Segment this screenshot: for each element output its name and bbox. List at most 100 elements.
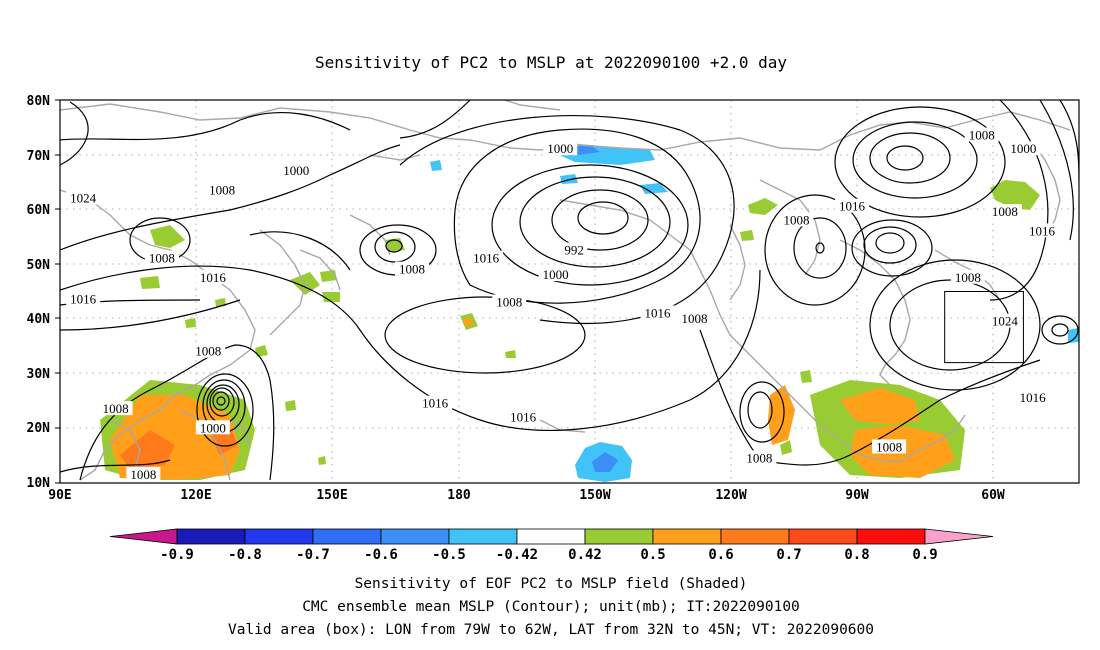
colorbar: -0.9 -0.8 -0.7 -0.6 -0.5 -0.42 0.42 0.5 0.6 0.7 0.… bbox=[109, 528, 994, 563]
contour-label: 1008 bbox=[195, 344, 221, 359]
contour-label-background bbox=[987, 204, 1022, 219]
lon-label: 120W bbox=[715, 488, 746, 503]
shade-green-mexico-coast bbox=[780, 440, 792, 455]
contour-label: 1000 bbox=[543, 267, 569, 282]
contour-label: 1016 bbox=[422, 396, 449, 411]
shade-orange-central-america bbox=[840, 388, 920, 425]
lon-label: 150E bbox=[316, 488, 347, 503]
shade-green-mexico bbox=[740, 230, 754, 241]
map-frame bbox=[59, 99, 1080, 484]
shade-green-mexico-2 bbox=[800, 370, 812, 383]
contour-label: 1008 bbox=[969, 128, 995, 143]
contour-label: 1016 bbox=[510, 409, 537, 424]
colorbar-tick-label: -0.42 bbox=[496, 547, 538, 563]
contour-label-background bbox=[835, 198, 870, 213]
contour-label: 1024 bbox=[70, 190, 97, 205]
contour-label-background bbox=[543, 141, 578, 156]
lat-label: 60N bbox=[27, 203, 51, 218]
shade-green-japan-2 bbox=[320, 270, 337, 282]
contour-label-background bbox=[195, 269, 230, 284]
latitude-axis: 80N 70N 60N 50N 40N 30N 20N 10N bbox=[27, 94, 51, 491]
shade-green-china bbox=[150, 225, 185, 248]
colorbar-segment bbox=[244, 528, 314, 545]
contour-label: 1000 bbox=[283, 163, 309, 178]
colorbar-tick-label: 0.5 bbox=[640, 547, 665, 563]
shade-green-east-asia bbox=[255, 345, 268, 357]
colorbar-tick-label: 0.8 bbox=[844, 547, 869, 563]
colorbar-tick-label: 0.7 bbox=[776, 547, 801, 563]
colorbar-tick-label: -0.8 bbox=[228, 547, 262, 563]
contour-label-background bbox=[506, 409, 541, 424]
contour-label-background bbox=[469, 250, 504, 265]
shade-green-japan-3 bbox=[322, 292, 340, 302]
contour-label: 1008 bbox=[992, 204, 1018, 219]
contour-label-background bbox=[872, 439, 907, 454]
shade-darkorange-west-pacific bbox=[120, 430, 175, 470]
contour-label: 1000 bbox=[547, 141, 573, 156]
lon-label: 90E bbox=[48, 488, 71, 503]
contour-label-background bbox=[205, 182, 240, 197]
lat-label: 30N bbox=[27, 367, 51, 382]
contour-label: 1008 bbox=[682, 311, 708, 326]
colorbar-max-arrow bbox=[924, 528, 994, 545]
shade-blue-siberia-3 bbox=[640, 183, 668, 194]
lat-label: 20N bbox=[27, 421, 51, 436]
contour-label-background bbox=[1024, 223, 1059, 238]
contour-label: 1008 bbox=[955, 270, 981, 285]
contour-label-background bbox=[561, 242, 588, 257]
map-title: Sensitivity of PC2 to MSLP at 2022090100… bbox=[315, 53, 787, 72]
longitude-axis: 90E 120E 150E 180 150W 120W 90W 60W bbox=[48, 488, 1005, 503]
shade-green-east-asia-2 bbox=[285, 400, 296, 411]
colorbar-segment bbox=[176, 528, 246, 545]
colorbar-tick-label: 0.9 bbox=[912, 547, 937, 563]
lat-label: 50N bbox=[27, 258, 51, 273]
colorbar-segment bbox=[720, 528, 790, 545]
contour-label-background bbox=[144, 250, 179, 265]
colorbar-tick-label: 0.6 bbox=[708, 547, 733, 563]
contour-label-background bbox=[1015, 390, 1050, 405]
lat-label: 80N bbox=[27, 94, 51, 109]
contour-label: 1008 bbox=[399, 262, 425, 277]
lon-label: 60W bbox=[981, 488, 1005, 503]
colorbar-segment bbox=[856, 528, 926, 545]
contour-label-background bbox=[640, 305, 675, 320]
contour-label: 1000 bbox=[200, 420, 226, 435]
contour-label-background bbox=[677, 310, 712, 325]
contour-label: 1016 bbox=[1020, 390, 1047, 405]
latitude-ticks bbox=[55, 99, 60, 484]
contour-label: 1008 bbox=[746, 450, 772, 465]
contour-label-background bbox=[492, 294, 527, 309]
shade-orange-mexico-coast bbox=[768, 385, 795, 445]
contour-label-background bbox=[395, 261, 430, 276]
contour-label-background bbox=[98, 401, 133, 416]
contour-label-background bbox=[779, 212, 814, 227]
contour-label: 1024 bbox=[992, 314, 1019, 329]
contour-label-background bbox=[66, 291, 101, 306]
contour-label-background bbox=[191, 343, 226, 358]
shade-green-east-asia-4 bbox=[185, 318, 196, 328]
lon-label: 180 bbox=[447, 488, 471, 503]
contour-label-background bbox=[195, 420, 230, 435]
contour-label: 1008 bbox=[209, 182, 235, 197]
valid-area-box bbox=[944, 291, 1024, 364]
contour-label: 1016 bbox=[645, 305, 672, 320]
contour-label: 1016 bbox=[473, 251, 500, 266]
colorbar-tick-label: -0.6 bbox=[364, 547, 398, 563]
colorbar-tick-label: -0.9 bbox=[160, 547, 194, 563]
colorbar-segment bbox=[312, 528, 382, 545]
lat-label: 40N bbox=[27, 312, 51, 327]
shade-green-central-pacific-2 bbox=[505, 350, 516, 358]
colorbar-segment bbox=[448, 528, 518, 545]
lat-label: 70N bbox=[27, 149, 51, 164]
shade-green-east-asia-5 bbox=[318, 456, 326, 465]
contour-label-background bbox=[126, 466, 161, 481]
colorbar-segment bbox=[380, 528, 450, 545]
contour-label: 1008 bbox=[783, 212, 809, 227]
colorbar-segment bbox=[788, 528, 858, 545]
lon-label: 150W bbox=[579, 488, 610, 503]
contour-label-background bbox=[418, 395, 453, 410]
contour-label-background bbox=[964, 127, 999, 142]
shade-midblue-central-pacific bbox=[592, 452, 618, 472]
contour-label: 1008 bbox=[149, 251, 175, 266]
